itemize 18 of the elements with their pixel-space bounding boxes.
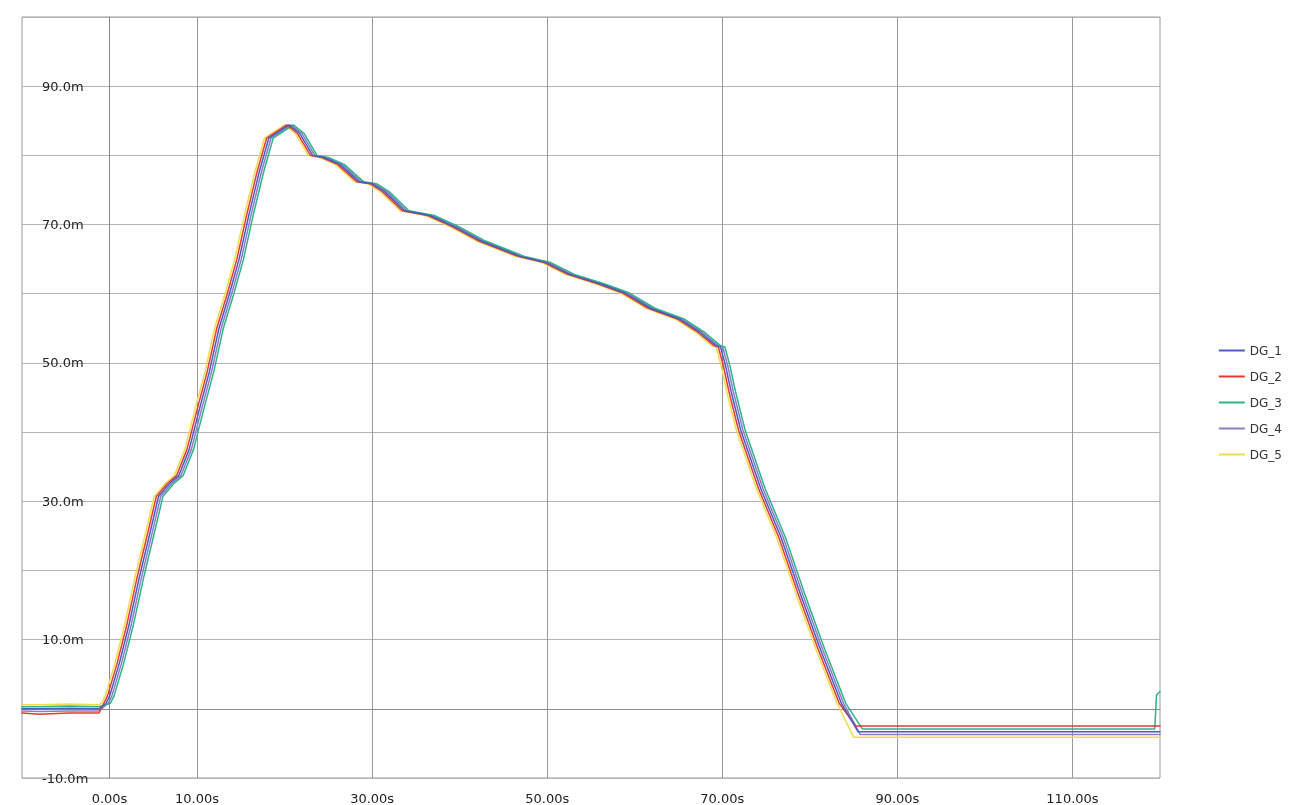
x-tick-label: 30.00s bbox=[350, 791, 395, 805]
y-tick-label: 70.0m bbox=[42, 217, 84, 233]
legend-label: DG_5 bbox=[1249, 447, 1283, 462]
x-tick-label: 50.00s bbox=[525, 791, 570, 805]
legend-label: DG_2 bbox=[1249, 369, 1283, 384]
legend-label: DG_1 bbox=[1249, 343, 1283, 358]
x-tick-label: 110.00s bbox=[1046, 791, 1099, 805]
x-tick-label: 0.00s bbox=[91, 791, 128, 805]
y-tick-label: -10.0m bbox=[42, 770, 89, 786]
x-tick-label: 10.00s bbox=[175, 791, 220, 805]
y-tick-label: 30.0m bbox=[42, 493, 84, 509]
y-tick-label: 90.0m bbox=[42, 78, 84, 94]
x-tick-label: 90.00s bbox=[875, 791, 920, 805]
y-tick-label: 10.0m bbox=[42, 632, 84, 648]
y-tick-label: 50.0m bbox=[42, 355, 84, 371]
legend-label: DG_3 bbox=[1249, 395, 1283, 410]
legend-label: DG_4 bbox=[1249, 421, 1283, 436]
x-tick-label: 70.00s bbox=[700, 791, 745, 805]
